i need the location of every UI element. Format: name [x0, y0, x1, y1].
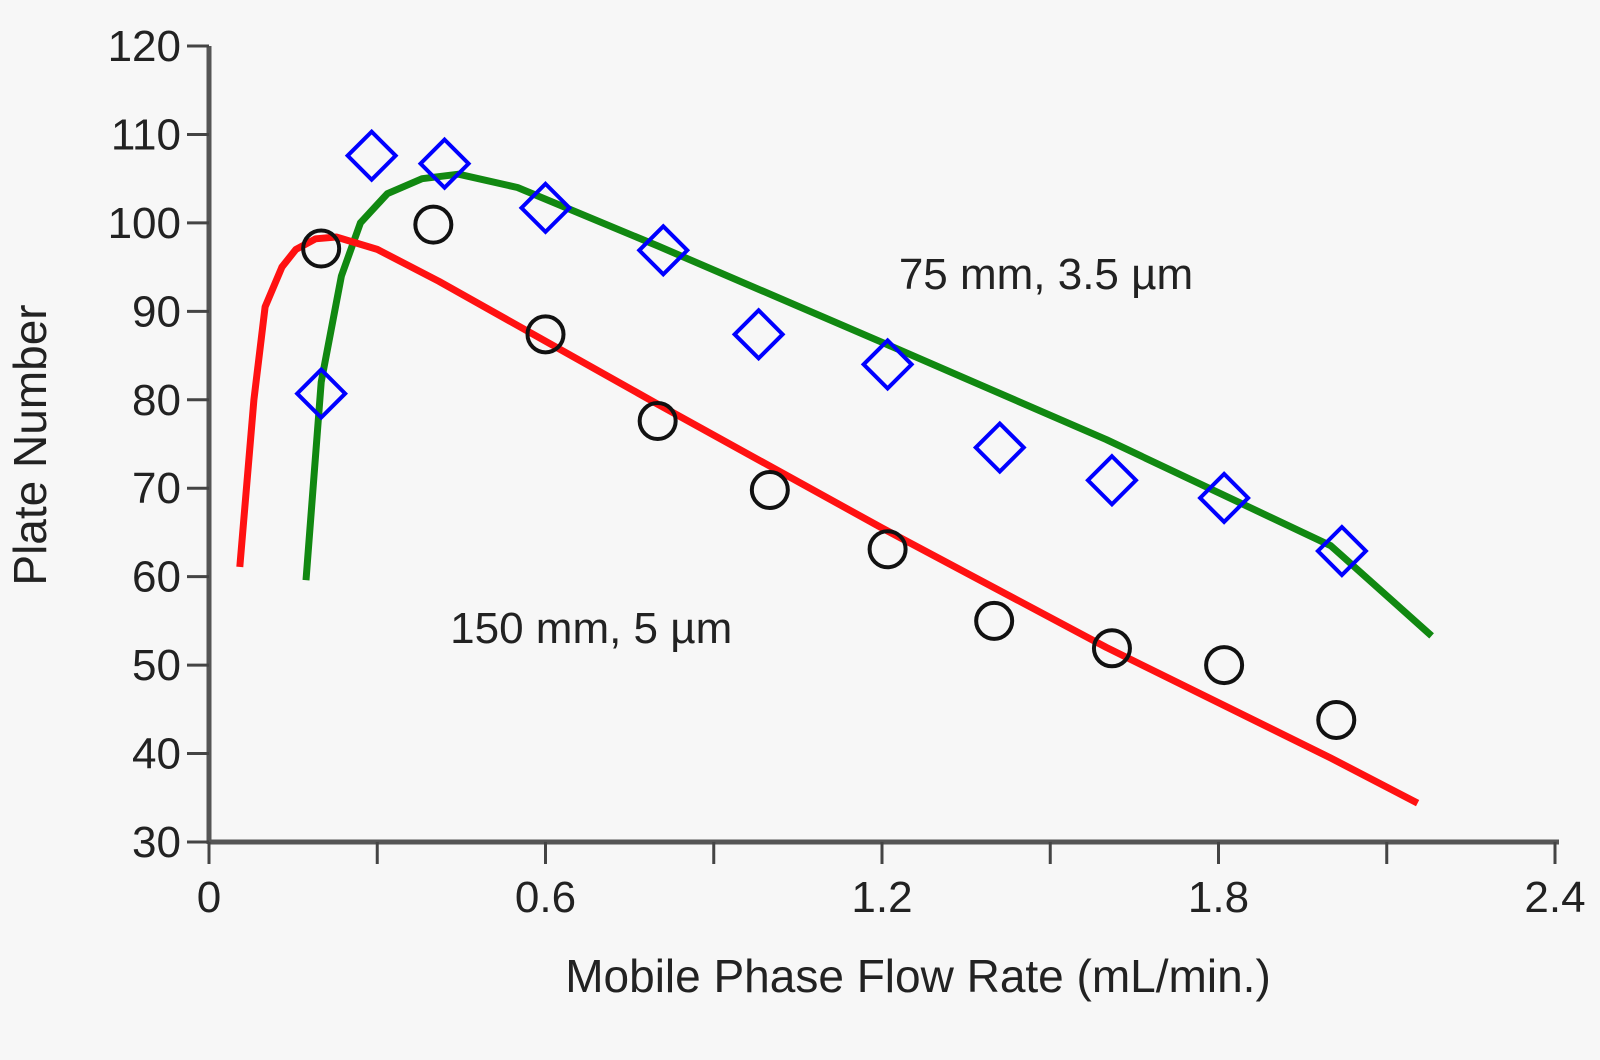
- circle-marker: [1204, 645, 1245, 686]
- diamond-marker: [1197, 471, 1251, 525]
- y-tick-label: 40: [132, 730, 181, 779]
- circle-marker: [413, 204, 454, 245]
- annotation-150mm: 150 mm, 5 µm: [450, 604, 732, 653]
- circle-marker: [1091, 628, 1132, 669]
- y-tick-label: 120: [108, 22, 181, 71]
- diamond-marker: [1315, 524, 1369, 578]
- diamond-marker: [860, 337, 915, 392]
- x-tick-label: 0.6: [515, 873, 576, 922]
- diamond-marker: [1085, 453, 1139, 508]
- diamond-marker: [344, 128, 399, 183]
- x-tick-label: 1.8: [1188, 873, 1249, 922]
- y-tick-label: 110: [111, 110, 181, 159]
- diamond-marker: [731, 307, 786, 362]
- x-axis-label: Mobile Phase Flow Rate (mL/min.): [565, 950, 1271, 1002]
- x-tick-label: 1.2: [851, 873, 912, 922]
- series-layer: [236, 128, 1434, 807]
- diamond-marker: [518, 181, 573, 235]
- circle-marker: [1316, 699, 1357, 740]
- x-tick-label: 0: [197, 873, 221, 922]
- y-tick-label: 80: [132, 376, 181, 425]
- circle-marker: [637, 401, 678, 442]
- diamond-marker: [417, 136, 472, 191]
- circle-marker: [974, 600, 1015, 641]
- circle-marker: [301, 228, 342, 269]
- y-axis-label: Plate Number: [4, 304, 56, 585]
- y-tick-label: 90: [132, 287, 181, 336]
- x-tick-label: 2.4: [1524, 873, 1585, 922]
- y-tick-label: 50: [132, 641, 181, 690]
- y-tick-label: 30: [132, 818, 181, 867]
- y-tick-label: 60: [132, 553, 181, 602]
- y-tick-label: 70: [132, 464, 181, 513]
- fit-line: [302, 170, 1434, 639]
- circle-marker: [867, 529, 908, 570]
- fit-line: [236, 233, 1420, 807]
- diamond-marker: [294, 366, 348, 421]
- circle-marker: [749, 469, 790, 510]
- diamond-marker: [636, 223, 691, 278]
- annotation-75mm: 75 mm, 3.5 µm: [899, 250, 1193, 299]
- axes: 0 0.6 1.2 1.8 2.4 30 40 50 60 70 80 90 100 110 120: [108, 22, 1586, 922]
- diamond-marker: [972, 420, 1027, 475]
- circle-marker: [525, 314, 566, 355]
- y-tick-label: 100: [108, 199, 181, 248]
